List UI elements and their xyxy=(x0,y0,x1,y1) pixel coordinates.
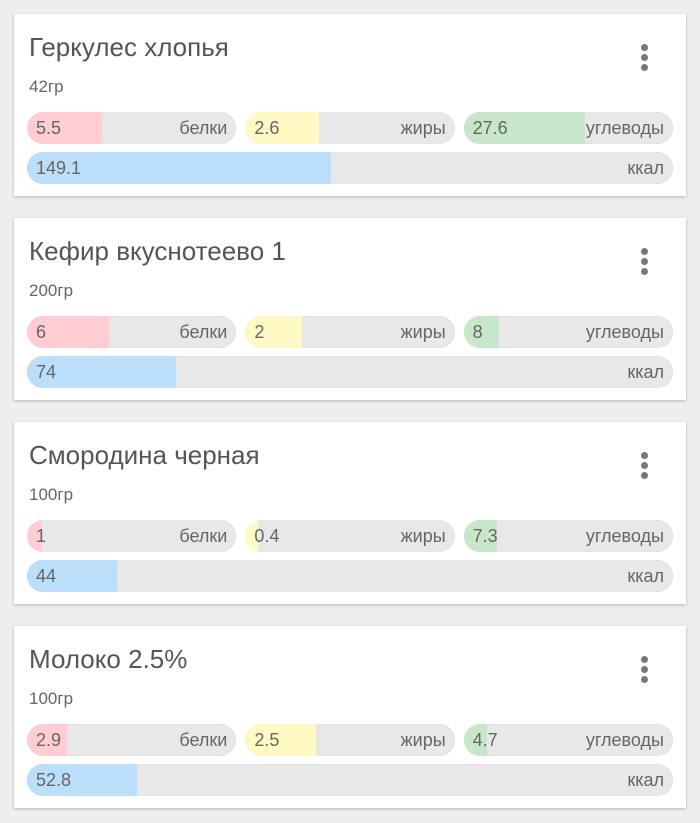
more-vert-icon[interactable] xyxy=(638,656,650,690)
kcal-label: ккал xyxy=(627,362,664,382)
food-weight: 100гр xyxy=(29,689,74,708)
protein-value: 6 xyxy=(36,322,47,342)
protein-value: 5.5 xyxy=(36,118,62,138)
kcal-label: ккал xyxy=(627,770,664,790)
protein-fill xyxy=(27,520,42,552)
kcal-fill xyxy=(27,560,118,592)
kcal-value: 74 xyxy=(36,362,57,382)
carbs-value: 4.7 xyxy=(472,730,498,750)
protein-bar: 2.9 белки xyxy=(27,724,237,756)
carbs-label: углеводы xyxy=(585,730,664,750)
protein-label: белки xyxy=(179,322,228,342)
food-name: Геркулес хлопья xyxy=(29,32,229,62)
more-vert-icon[interactable] xyxy=(638,248,650,282)
protein-fill xyxy=(27,724,67,756)
carbs-fill xyxy=(463,520,498,552)
fat-fill xyxy=(245,520,258,552)
macros-row: 1 белки 0.4 жиры 7.3 углеводы xyxy=(27,520,673,552)
kcal-fill xyxy=(27,356,176,388)
fat-value: 2.5 xyxy=(254,730,280,750)
kcal-bar: 149.1 ккал xyxy=(27,152,673,184)
protein-value: 1 xyxy=(36,526,47,546)
protein-label: белки xyxy=(179,118,228,138)
carbs-fill xyxy=(463,112,586,144)
food-name: Молоко 2.5% xyxy=(29,644,188,674)
macros-row: 5.5 белки 2.6 жиры 27.6 углеводы xyxy=(27,112,673,144)
carbs-label: углеводы xyxy=(585,118,664,138)
fat-bar: 2.5 жиры xyxy=(245,724,455,756)
fat-fill xyxy=(245,724,317,756)
protein-value: 2.9 xyxy=(36,730,62,750)
fat-bar: 2.6 жиры xyxy=(245,112,455,144)
more-vert-icon[interactable] xyxy=(638,44,650,78)
protein-bar: 5.5 белки xyxy=(27,112,237,144)
fat-fill xyxy=(245,112,319,144)
fat-value: 2 xyxy=(254,322,265,342)
fat-label: жиры xyxy=(400,526,446,546)
kcal-fill xyxy=(27,152,331,184)
protein-bar: 1 белки xyxy=(27,520,237,552)
fat-bar: 0.4 жиры xyxy=(245,520,455,552)
fat-value: 2.6 xyxy=(254,118,280,138)
protein-fill xyxy=(27,112,103,144)
kcal-label: ккал xyxy=(627,566,664,586)
kcal-value: 44 xyxy=(36,566,57,586)
more-vert-icon[interactable] xyxy=(638,452,650,486)
carbs-fill xyxy=(463,724,487,756)
kcal-label: ккал xyxy=(627,158,664,178)
food-weight: 42гр xyxy=(29,77,64,96)
carbs-value: 7.3 xyxy=(472,526,498,546)
food-name: Кефир вкуснотеево 1 xyxy=(29,236,286,266)
kcal-value: 149.1 xyxy=(36,158,82,178)
fat-fill xyxy=(245,316,302,348)
kcal-bar: 44 ккал xyxy=(27,560,673,592)
fat-value: 0.4 xyxy=(254,526,280,546)
kcal-bar: 74 ккал xyxy=(27,356,673,388)
carbs-value: 8 xyxy=(472,322,483,342)
carbs-bar: 27.6 углеводы xyxy=(463,112,673,144)
kcal-bar: 52.8 ккал xyxy=(27,764,673,796)
macros-row: 6 белки 2 жиры 8 углеводы xyxy=(27,316,673,348)
carbs-label: углеводы xyxy=(585,526,664,546)
kcal-value: 52.8 xyxy=(36,770,72,790)
fat-label: жиры xyxy=(400,118,446,138)
carbs-bar: 8 углеводы xyxy=(463,316,673,348)
food-card[interactable]: Смородина черная 100гр 1 белки 0.4 жиры … xyxy=(14,422,686,604)
food-card[interactable]: Кефир вкуснотеево 1 200гр 6 белки 2 жиры… xyxy=(14,218,686,400)
carbs-value: 27.6 xyxy=(472,118,508,138)
macros-row: 2.9 белки 2.5 жиры 4.7 углеводы xyxy=(27,724,673,756)
food-weight: 200гр xyxy=(29,281,74,300)
carbs-bar: 4.7 углеводы xyxy=(463,724,673,756)
food-weight: 100гр xyxy=(29,485,74,504)
carbs-fill xyxy=(463,316,500,348)
protein-bar: 6 белки xyxy=(27,316,237,348)
kcal-fill xyxy=(27,764,137,796)
food-card[interactable]: Геркулес хлопья 42гр 5.5 белки 2.6 жиры … xyxy=(14,14,686,196)
fat-bar: 2 жиры xyxy=(245,316,455,348)
fat-label: жиры xyxy=(400,322,446,342)
food-name: Смородина черная xyxy=(29,440,260,470)
food-card[interactable]: Молоко 2.5% 100гр 2.9 белки 2.5 жиры 4.7… xyxy=(14,626,686,808)
protein-label: белки xyxy=(179,730,228,750)
carbs-label: углеводы xyxy=(585,322,664,342)
protein-fill xyxy=(27,316,109,348)
fat-label: жиры xyxy=(400,730,446,750)
protein-label: белки xyxy=(179,526,228,546)
carbs-bar: 7.3 углеводы xyxy=(463,520,673,552)
